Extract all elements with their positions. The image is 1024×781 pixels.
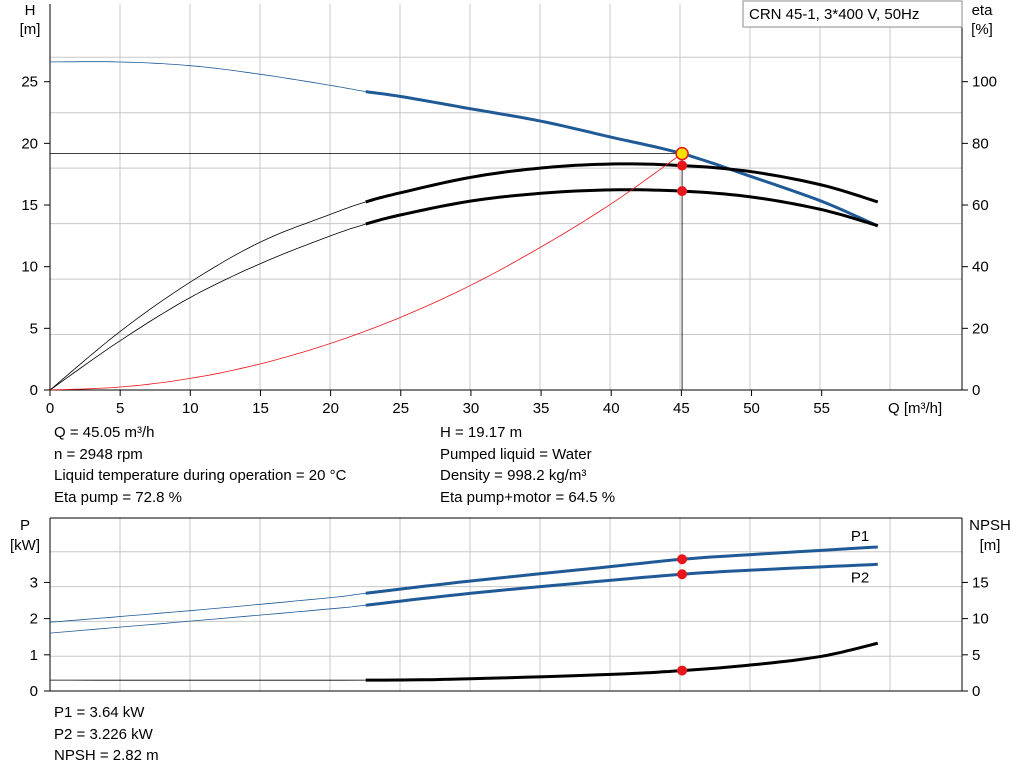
op-p1-dot — [677, 554, 688, 565]
title-box — [742, 0, 963, 28]
y-tick-label: 20 — [21, 135, 38, 152]
series-label-p1: P1 — [851, 528, 869, 545]
info-flow: Q = 45.05 m³/h — [54, 424, 155, 441]
curve-P1-thin — [49, 592, 366, 623]
info-top-left: Q = 45.05 m³/h n = 2948 rpm Liquid tempe… — [54, 422, 346, 508]
y-tick-label: 3 — [30, 574, 38, 591]
y-tick-label: 10 — [21, 259, 38, 276]
y2-axis-unit: [%] — [971, 21, 993, 38]
y2-tick-label: 80 — [972, 135, 989, 152]
curve-P2-thick — [365, 562, 878, 607]
x-axis-label: Q [m³/h] — [888, 400, 942, 417]
x-tick-label: 45 — [673, 400, 690, 417]
y-tick-label: 0 — [30, 683, 38, 700]
y2-tick-label: 10 — [972, 611, 989, 628]
x-tick-label: 30 — [463, 400, 480, 417]
y2-tick-label: 100 — [972, 74, 997, 91]
curve-H-thin — [49, 61, 366, 92]
chart-1-grid — [44, 517, 968, 692]
curve-system — [49, 153, 683, 391]
y2-tick-label: 60 — [972, 197, 989, 214]
x-tick-label: 20 — [322, 400, 339, 417]
info-p1: P1 = 3.64 kW — [54, 704, 145, 721]
x-tick-label: 5 — [116, 400, 124, 417]
title-box-frame — [742, 0, 963, 28]
curve-eta_total-thick — [365, 188, 879, 228]
y-tick-label: 25 — [21, 74, 38, 91]
op-eta-total-dot — [677, 186, 688, 197]
op-npsh-dot — [677, 665, 688, 676]
chart-0-grid — [44, 4, 968, 391]
x-tick-label: 50 — [743, 400, 760, 417]
y-tick-label: 5 — [30, 320, 38, 337]
chart-title: CRN 45-1, 3*400 V, 50Hz — [749, 6, 919, 23]
curve-NPSH-thick — [365, 641, 879, 682]
p-axis-label: P — [20, 517, 30, 534]
npsh-axis-label: NPSH — [969, 517, 1011, 534]
info-p2: P2 = 3.226 kW — [54, 725, 153, 743]
x-tick-label: 40 — [603, 400, 620, 417]
curve-eta_total-thin — [49, 223, 366, 391]
op-head-dot — [675, 146, 689, 161]
y2-tick-label: 5 — [972, 647, 980, 664]
info-density: Density = 998.2 kg/m³ — [440, 467, 587, 484]
info-head: H = 19.17 m — [440, 424, 523, 441]
info-npsh: NPSH = 2.82 m — [54, 747, 159, 764]
x-tick-label: 55 — [813, 400, 830, 417]
op-p2-dot — [677, 569, 688, 580]
y2-tick-label: 20 — [972, 320, 989, 337]
curve-eta_pump-thin — [49, 201, 366, 391]
x-tick-label: 0 — [46, 400, 54, 417]
info-pumped-liquid: Pumped liquid = Water — [440, 445, 592, 463]
x-tick-label: 25 — [392, 400, 409, 417]
y2-tick-label: 0 — [972, 382, 980, 399]
x-tick-label: 15 — [252, 400, 269, 417]
y2-tick-label: 40 — [972, 259, 989, 276]
y-tick-label: 15 — [21, 197, 38, 214]
info-speed: n = 2948 rpm — [54, 445, 143, 463]
y-axis-unit: [m] — [20, 21, 41, 38]
info-top-right: H = 19.17 m Pumped liquid = Water Densit… — [440, 422, 615, 508]
y-axis-label: H — [25, 2, 36, 19]
info-eta-total: Eta pump+motor = 64.5 % — [440, 488, 616, 506]
info-bottom: P1 = 3.64 kW P2 = 3.226 kW NPSH = 2.82 m — [54, 702, 159, 767]
y2-tick-label: 0 — [972, 683, 980, 700]
y-tick-label: 0 — [30, 382, 38, 399]
curve-P2-thin — [49, 604, 366, 634]
x-tick-label: 35 — [533, 400, 550, 417]
y2-axis-label: eta — [972, 2, 994, 19]
y-tick-label: 1 — [30, 647, 38, 664]
npsh-axis-unit: [m] — [980, 537, 1001, 554]
y2-tick-label: 15 — [972, 574, 989, 591]
curve-H-thick — [365, 90, 879, 228]
curve-eta_pump-thick — [365, 162, 879, 204]
p-axis-unit: [kW] — [10, 537, 40, 554]
info-eta-pump: Eta pump = 72.8 % — [54, 488, 182, 506]
info-liquid-temp: Liquid temperature during operation = 20… — [54, 467, 347, 484]
curve-P1-thick — [365, 545, 878, 595]
y-tick-label: 2 — [30, 611, 38, 628]
series-label-p2: P2 — [851, 569, 869, 586]
x-tick-label: 10 — [182, 400, 199, 417]
op-eta-pump-dot — [677, 160, 688, 171]
